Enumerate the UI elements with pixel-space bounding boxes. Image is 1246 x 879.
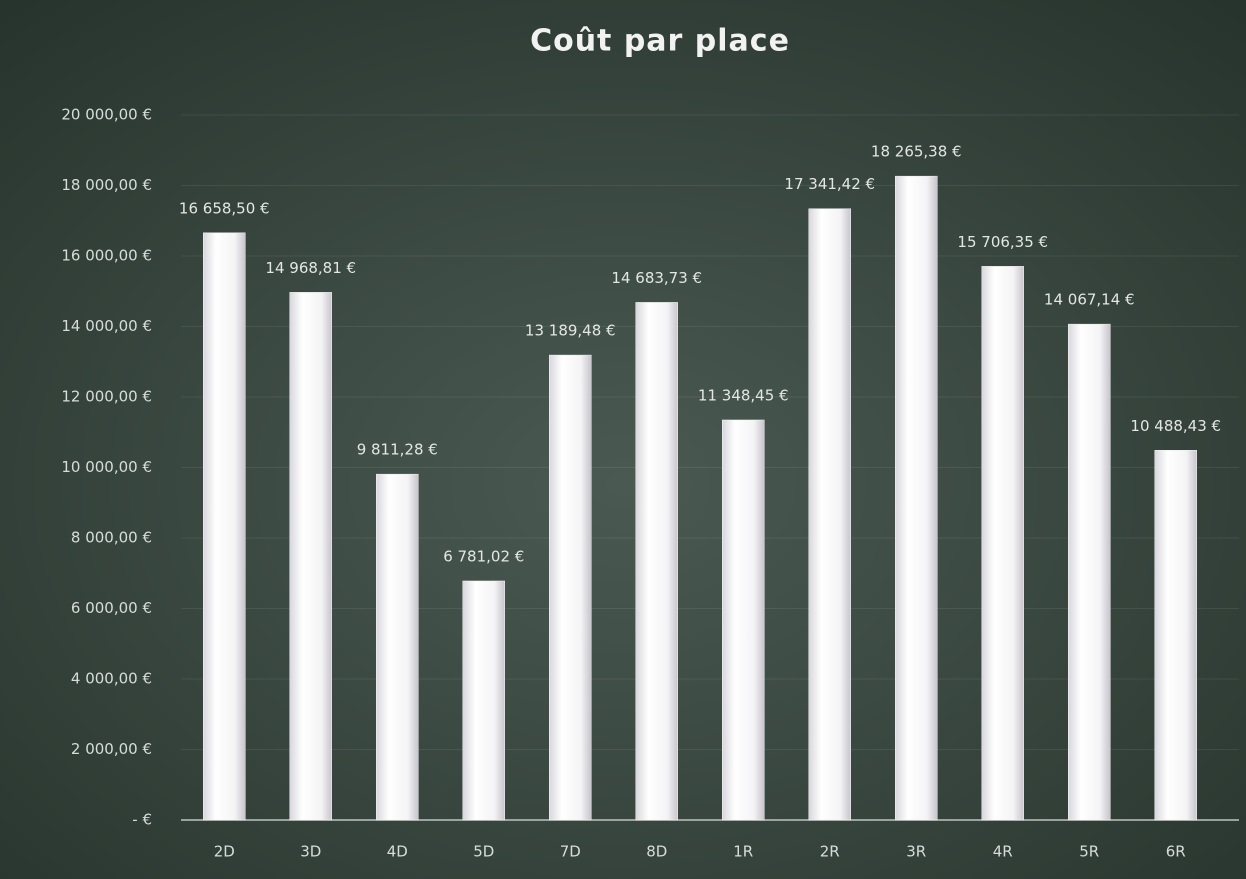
x-tick-label: 6R <box>1166 843 1186 861</box>
bar <box>722 419 765 821</box>
bar <box>808 208 851 821</box>
x-tick-label: 3D <box>300 843 321 861</box>
x-tick-label: 5D <box>473 843 494 861</box>
y-tick-label: 20 000,00 € <box>61 106 152 124</box>
value-label: 10 488,43 € <box>1130 417 1221 435</box>
x-tick-label: 7D <box>560 843 581 861</box>
value-label: 17 341,42 € <box>784 175 875 193</box>
x-tick-label: 4D <box>387 843 408 861</box>
y-tick-label: 8 000,00 € <box>71 529 152 547</box>
y-tick-label: - € <box>132 811 152 829</box>
x-tick-label: 5R <box>1079 843 1099 861</box>
value-label: 6 781,02 € <box>443 547 524 565</box>
y-tick-label: 6 000,00 € <box>71 599 152 617</box>
value-label: 14 968,81 € <box>265 259 356 277</box>
bar <box>289 292 332 821</box>
value-label: 16 658,50 € <box>179 199 270 217</box>
value-label: 14 683,73 € <box>611 269 702 287</box>
y-tick-label: 12 000,00 € <box>61 388 152 406</box>
x-tick-label: 2D <box>214 843 235 861</box>
x-tick-label: 3R <box>906 843 926 861</box>
bar <box>462 580 505 821</box>
y-tick-label: 4 000,00 € <box>71 670 152 688</box>
bar <box>1154 450 1197 821</box>
x-tick-label: 8D <box>646 843 667 861</box>
value-label: 14 067,14 € <box>1044 291 1135 309</box>
value-label: 18 265,38 € <box>871 143 962 161</box>
y-tick-label: 2 000,00 € <box>71 740 152 758</box>
bar <box>895 175 938 821</box>
bar <box>549 354 592 821</box>
value-label: 11 348,45 € <box>698 386 789 404</box>
x-tick-label: 1R <box>733 843 753 861</box>
bar <box>376 473 419 821</box>
x-tick-label: 2R <box>820 843 840 861</box>
bar <box>203 232 246 821</box>
chart-title: Coût par place <box>530 24 790 59</box>
y-tick-label: 16 000,00 € <box>61 247 152 265</box>
y-tick-label: 14 000,00 € <box>61 317 152 335</box>
y-tick-label: 18 000,00 € <box>61 176 152 194</box>
y-tick-label: 10 000,00 € <box>61 458 152 476</box>
value-label: 9 811,28 € <box>357 441 438 459</box>
bar <box>981 266 1024 821</box>
bar <box>1068 323 1111 821</box>
value-label: 13 189,48 € <box>525 322 616 340</box>
x-tick-label: 4R <box>993 843 1013 861</box>
bar <box>635 302 678 821</box>
value-label: 15 706,35 € <box>957 233 1048 251</box>
